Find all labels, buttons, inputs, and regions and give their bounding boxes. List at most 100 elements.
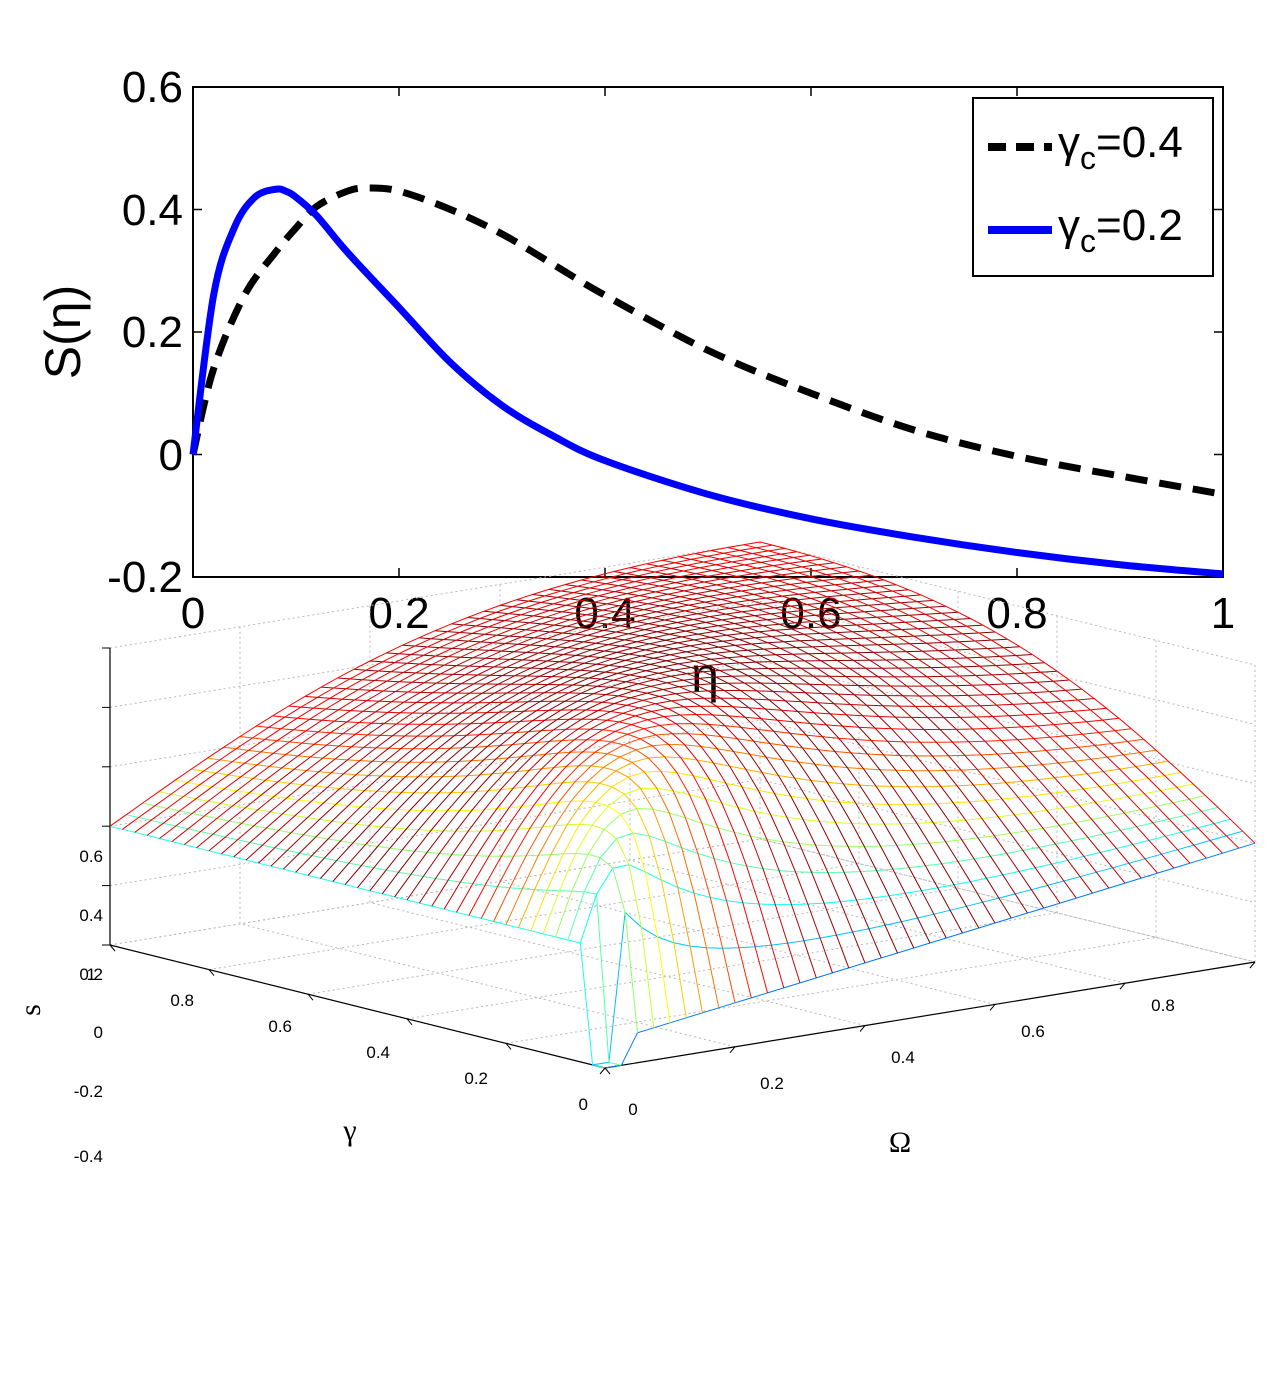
mesh-line [646,563,1142,879]
x-tick-label: 0 [181,589,205,638]
grid-line [759,541,1256,666]
surface-mesh [109,541,1256,1069]
grid-line [406,912,1058,1020]
omega-axis-label: Ω [889,1126,911,1159]
x-tick-label: 1 [1211,589,1235,638]
z-tick-label: 0.4 [79,906,103,925]
mesh-line [711,550,1207,859]
mesh-line [604,842,1256,1069]
mesh-line [564,584,1061,904]
mesh-line [743,544,1240,849]
z-axis-label: s [14,1004,47,1016]
mesh-line [517,756,1169,928]
gamma-tick-mark [307,993,314,1001]
omega-tick-mark [1119,982,1126,990]
omega-tick-label: 0.4 [891,1048,915,1067]
omega-tick-label: 0.2 [760,1074,784,1093]
grid-line [759,838,1256,963]
gamma-tick-mark [109,944,116,952]
grid-line [109,838,761,946]
mesh-line [499,604,996,924]
z-tick-label: -0.2 [74,1082,103,1101]
mesh-line [258,589,909,864]
x-tick-label: 0.2 [368,589,429,638]
grid-line [629,859,1126,984]
line-chart: 0 0.2 0.4 0.6 0.8 1 -0.2 0 0.2 0.4 0.6 η… [35,63,1235,703]
legend-box [972,97,1214,277]
omega-tick-mark [599,1067,606,1075]
gamma-tick-label: 0.6 [268,1017,292,1036]
mesh-line [109,541,761,827]
gamma-tick-label: 0 [579,1095,588,1114]
mesh-line [332,624,983,882]
mesh-line [402,644,898,954]
mesh-line [233,579,884,858]
mesh-line [629,567,1126,884]
mesh-line [183,562,835,845]
mesh-line [109,825,606,1069]
mesh-line [126,814,622,1066]
gamma-tick-mark [505,1043,512,1050]
legend-entry-1: γc=0.4 [1058,118,1183,176]
mesh-line [694,553,1191,864]
curves [189,184,1224,578]
grid-line [759,660,1256,785]
omega-tick-label: 0.6 [1021,1022,1045,1041]
omega-tick-mark [989,1004,996,1011]
grid-line [208,863,860,971]
mesh-line [223,746,720,1008]
axis-line [109,944,606,1069]
mesh-line [171,558,822,842]
grid-line [239,923,736,1048]
series-line-dashed [189,184,1224,498]
omega-tick-mark [1249,961,1256,969]
y-tick-label: 0.6 [122,63,183,112]
mesh-line [727,547,1223,854]
mesh-line [344,631,996,885]
grid-line [759,719,1256,844]
mesh-line [295,605,946,873]
series-line-solid [189,185,1224,578]
y-tick-label: 0.2 [122,308,183,357]
gamma-tick-mark [406,1018,413,1026]
mesh-line [581,579,1077,899]
mesh-line [146,551,798,836]
grid-line [499,880,996,1005]
gamma-tick-label: 0.4 [366,1043,390,1062]
mesh-line [530,770,1181,931]
mesh-line [678,556,1175,869]
mesh-line [134,547,785,833]
mesh-line [208,570,860,852]
z-tick-label: -0.4 [74,1147,103,1166]
grid-line [109,838,761,946]
y-axis-label: S(η) [35,285,91,379]
gamma-tick-label: 0.2 [464,1069,488,1088]
mesh-line [468,713,1119,916]
grid-line [759,600,1256,725]
mesh-line [567,806,1219,941]
z-tick-label: 0.2 [79,965,103,984]
y-tick-label: 0.4 [122,186,183,235]
mesh-line [662,559,1158,874]
mesh-line [597,575,1093,894]
mesh-line [159,554,810,839]
mesh-line [196,566,847,849]
mesh-line [321,686,817,979]
gamma-tick-label: 0.8 [170,991,194,1010]
surface-chart: -0.4 -0.2 0 0.2 0.4 0.6 0 0.2 0.4 0.6 0.… [14,541,1256,1166]
grid-line [307,887,959,995]
grid-line [759,779,1256,904]
omega-tick-label: 0 [628,1100,637,1119]
mesh-line [221,574,872,855]
axes-box [109,541,1256,1069]
mesh-line [548,588,1045,909]
mesh-line [320,618,971,879]
x-tick-label: 0.8 [986,589,1047,638]
mesh-line [505,743,1157,925]
mesh-line [256,725,752,999]
mesh-line [451,623,947,939]
mesh-line [532,594,1028,914]
z-tick-label: 0.6 [79,847,103,866]
mesh-line [483,610,980,929]
